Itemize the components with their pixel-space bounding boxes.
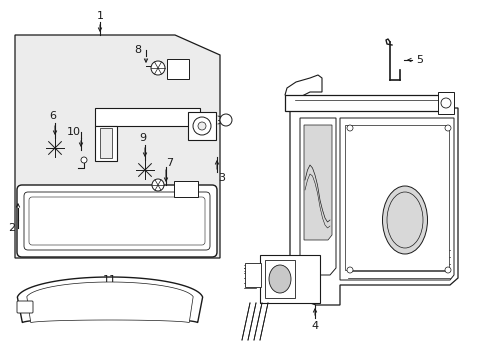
Bar bbox=[345, 125, 448, 270]
Text: 11: 11 bbox=[103, 275, 117, 285]
Text: 6: 6 bbox=[49, 111, 57, 121]
Circle shape bbox=[440, 98, 450, 108]
Ellipse shape bbox=[268, 265, 290, 293]
Bar bbox=[260, 255, 319, 303]
Bar bbox=[95, 108, 200, 126]
Polygon shape bbox=[285, 75, 321, 100]
Text: 2: 2 bbox=[8, 223, 16, 233]
Bar bbox=[95, 126, 117, 161]
Polygon shape bbox=[289, 108, 457, 305]
Text: 5: 5 bbox=[416, 55, 423, 65]
Bar bbox=[100, 128, 112, 158]
Bar bbox=[285, 95, 444, 111]
Text: 4: 4 bbox=[311, 321, 318, 331]
Bar bbox=[264, 260, 294, 298]
Circle shape bbox=[346, 267, 352, 273]
Circle shape bbox=[444, 125, 450, 131]
Polygon shape bbox=[27, 282, 193, 323]
Text: 7: 7 bbox=[166, 158, 173, 168]
Polygon shape bbox=[304, 125, 331, 240]
Circle shape bbox=[193, 117, 210, 135]
Text: 3: 3 bbox=[218, 173, 225, 183]
FancyBboxPatch shape bbox=[174, 181, 198, 197]
Bar bbox=[244, 263, 261, 287]
Text: 9: 9 bbox=[139, 133, 146, 143]
FancyBboxPatch shape bbox=[167, 59, 189, 79]
Circle shape bbox=[220, 114, 231, 126]
Circle shape bbox=[81, 157, 87, 163]
Circle shape bbox=[152, 179, 163, 191]
Polygon shape bbox=[15, 35, 220, 258]
Text: 8: 8 bbox=[134, 45, 141, 55]
Circle shape bbox=[151, 61, 164, 75]
FancyBboxPatch shape bbox=[24, 192, 209, 250]
Polygon shape bbox=[339, 118, 453, 280]
Bar bbox=[437, 92, 453, 114]
Circle shape bbox=[444, 267, 450, 273]
Text: 10: 10 bbox=[67, 127, 81, 137]
Circle shape bbox=[346, 125, 352, 131]
FancyBboxPatch shape bbox=[29, 197, 204, 245]
Text: 1: 1 bbox=[96, 11, 103, 21]
Polygon shape bbox=[299, 118, 335, 275]
Ellipse shape bbox=[382, 186, 427, 254]
Bar bbox=[187, 112, 216, 140]
FancyBboxPatch shape bbox=[17, 301, 33, 313]
Circle shape bbox=[198, 122, 205, 130]
Ellipse shape bbox=[386, 192, 422, 248]
Polygon shape bbox=[17, 277, 202, 323]
FancyBboxPatch shape bbox=[17, 185, 217, 257]
